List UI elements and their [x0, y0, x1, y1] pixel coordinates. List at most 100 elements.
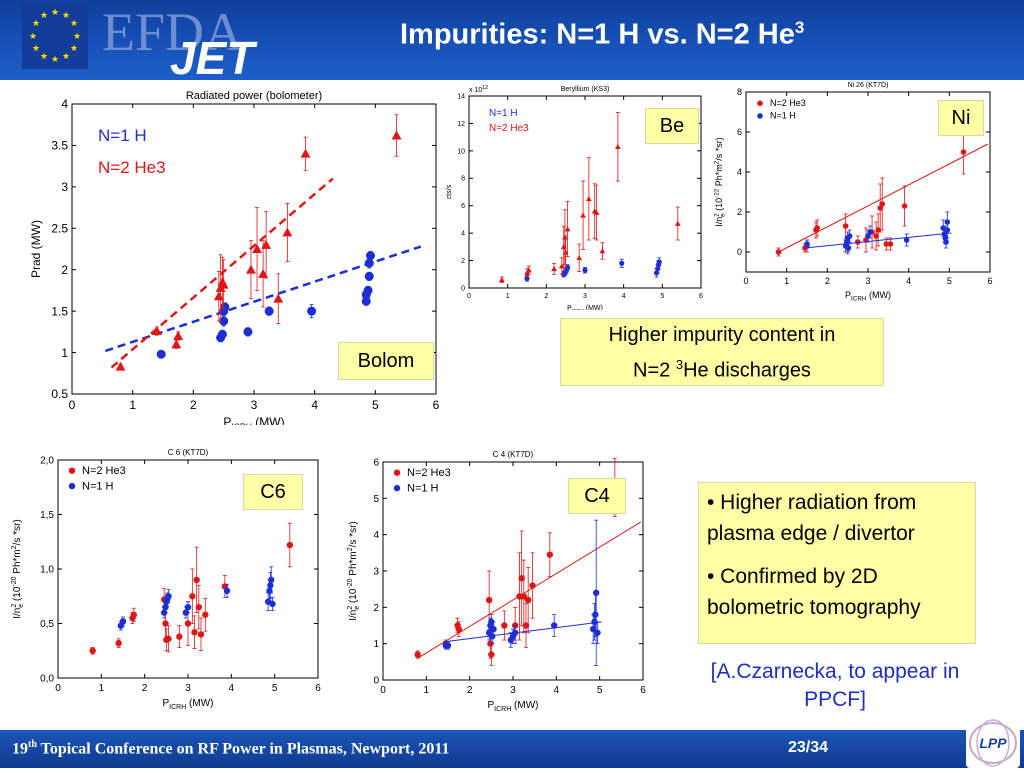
- ni-legend-label: N=1 H: [770, 111, 796, 121]
- bolom-legend-label: N=2 He3: [98, 158, 166, 177]
- c6-point: [197, 631, 205, 638]
- bolom-point: [115, 361, 126, 371]
- c6-legend-marker: [68, 467, 76, 474]
- c6-point: [223, 587, 231, 594]
- be-point: [562, 249, 569, 255]
- ni-x-tick-label: 2: [825, 276, 830, 286]
- c6-point: [165, 635, 172, 642]
- c6-point: [162, 620, 169, 627]
- c6-y-tick-label: 1,0: [40, 565, 54, 576]
- be-point: [619, 260, 625, 266]
- c4-y-tick-label: 5: [373, 494, 379, 505]
- bolom-point: [364, 271, 374, 281]
- c4-point: [414, 651, 421, 658]
- c6-point: [202, 611, 209, 618]
- bolom-x-tick-label: 5: [372, 398, 379, 412]
- citation: [A.Czarnecka, to appear in PPCF]: [710, 660, 960, 711]
- c4-fit-line-0: [417, 521, 642, 659]
- be-y-tick-label: 10: [457, 148, 465, 155]
- carbon6-chart: C 6 (KT7D) 0 1 2 3 4 5 6 0,0 0,5 1,0 1,5 2,0 PICRH (M…: [10, 440, 330, 725]
- ni-y-tick-label: 0: [737, 247, 742, 257]
- bolometer-chart: Radiated power (bolometer) 0 1 2 3 4 5 6 0.5 1 1.5…: [30, 80, 450, 425]
- logo-jet-text: JET: [170, 32, 258, 77]
- bolom-point: [243, 327, 253, 337]
- c6-point: [162, 603, 169, 611]
- ni-y-axis-label: I/n2e (10-22 Ph*m2/s *sr): [713, 137, 726, 227]
- svg-text:★: ★: [70, 44, 78, 54]
- ni-fit-line-1: [804, 232, 952, 249]
- bolom-y-tick-label: 2: [61, 263, 68, 277]
- svg-text:★: ★: [73, 32, 81, 42]
- c4-x-tick-label: 4: [554, 685, 560, 696]
- bolom-x-tick-label: 1: [129, 398, 136, 412]
- be-x-tick-label: 0: [467, 293, 471, 300]
- bolom-y-tick-label: 0.5: [51, 387, 68, 401]
- conference-text: Topical Conference on RF Power in Plasma…: [36, 740, 450, 758]
- c6-svg: C 6 (KT7D) 0 1 2 3 4 5 6 0,0 0,5 1,0 1,5 2,0 PICRH (M…: [11, 448, 321, 711]
- c4-x-tick-label: 5: [597, 685, 603, 696]
- impurity-note-line2-pre: N=2: [633, 359, 676, 382]
- c4-legend-marker: [393, 484, 401, 492]
- be-y-tick-label: 12: [457, 121, 465, 128]
- c4-x-tick-label: 2: [467, 685, 473, 696]
- c4-y-tick-label: 4: [373, 530, 379, 541]
- radiation-note: • Higher radiation from plasma edge / di…: [698, 482, 976, 644]
- be-point: [674, 220, 681, 226]
- ni-point: [804, 241, 810, 247]
- c4-y-axis-label: I/n2e (10-20 Ph*m2/s *sr): [347, 521, 361, 621]
- c6-point: [165, 593, 172, 600]
- tag-be: Be: [645, 108, 699, 144]
- c6-point: [268, 576, 275, 584]
- c6-point: [267, 582, 274, 589]
- ni-fit-line-0: [778, 143, 989, 253]
- ni-point: [903, 237, 910, 243]
- tag-c6: C6: [243, 474, 303, 510]
- be-x-tick-label: 3: [583, 293, 587, 300]
- slide-title: Impurities: N=1 H vs. N=2 He3: [400, 18, 960, 52]
- c6-legend-marker: [68, 482, 76, 490]
- slide-title-sup: 3: [794, 18, 805, 37]
- c4-x-axis-label: PICRH (MW): [487, 700, 538, 713]
- c4-point: [520, 593, 528, 600]
- c6-x-tick-label: 3: [185, 683, 191, 694]
- c4-point: [485, 596, 493, 604]
- c4-x-tick-label: 0: [380, 685, 386, 696]
- bolom-point: [361, 296, 371, 306]
- be-point: [580, 212, 586, 218]
- page-number: 23/34: [788, 739, 829, 756]
- bolom-x-tick-label: 4: [311, 398, 318, 412]
- bolom-x-tick-label: 3: [251, 398, 258, 412]
- bolom-point: [173, 331, 184, 340]
- be-x-tick-label: 1: [506, 293, 510, 300]
- c6-point: [115, 639, 122, 647]
- c4-legend-label: N=2 He3: [407, 467, 451, 479]
- impurity-note-line1: Higher impurity content in: [608, 324, 836, 346]
- c6-x-tick-label: 2: [142, 683, 148, 694]
- ni-point: [867, 229, 873, 235]
- svg-text:★: ★: [29, 32, 37, 42]
- ni-y-tick-label: 2: [737, 207, 742, 217]
- c6-y-tick-label: 1,5: [40, 510, 54, 521]
- ni-point: [855, 239, 861, 245]
- c6-chart-title: C 6 (KT7D): [168, 448, 209, 457]
- c6-point: [193, 576, 200, 584]
- ni-point: [846, 233, 853, 239]
- bolom-x-axis-label: PICRH (MW): [223, 415, 284, 425]
- c6-point: [269, 600, 276, 608]
- bolom-point: [219, 316, 229, 326]
- ni-point: [879, 201, 886, 207]
- bolom-x-tick-label: 6: [433, 398, 440, 412]
- be-y-tick-label: 0: [461, 285, 465, 292]
- ni-y-tick-label: 8: [737, 87, 742, 97]
- c4-y-tick-label: 3: [373, 567, 379, 578]
- be-x-tick-label: 5: [660, 293, 664, 300]
- lpp-logo-text: LPP: [979, 735, 1007, 751]
- be-legend-label: N=1 H: [489, 108, 518, 119]
- bolom-point: [258, 268, 269, 278]
- bolom-y-tick-label: 4: [61, 97, 68, 111]
- c4-point: [593, 589, 600, 596]
- ni-x-tick-label: 1: [784, 276, 789, 286]
- bolom-y-tick-label: 3.5: [51, 139, 68, 153]
- c4-point: [455, 625, 463, 633]
- ni-x-tick-label: 6: [987, 276, 992, 286]
